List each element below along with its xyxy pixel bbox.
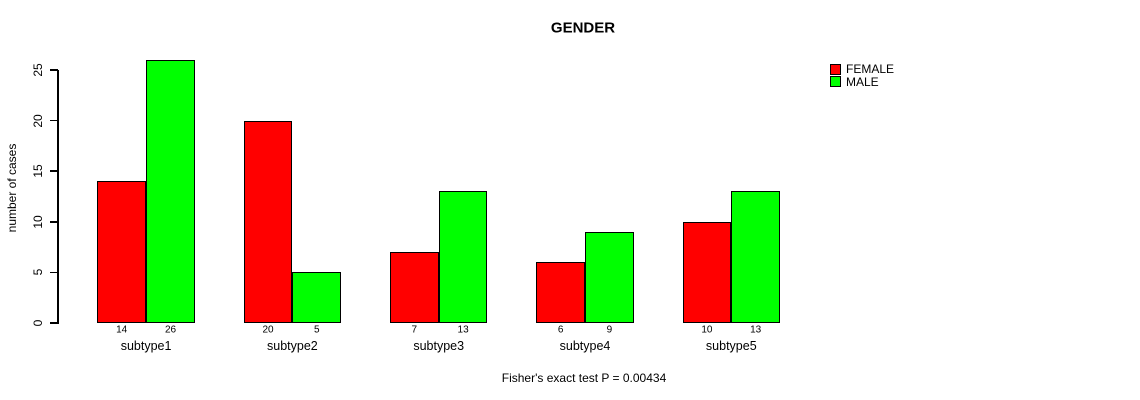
- y-tick-mark: [49, 119, 58, 122]
- y-tick-label: 15: [31, 164, 45, 178]
- y-tick-label: 20: [31, 113, 45, 128]
- legend-item-female: FEMALE: [830, 62, 895, 76]
- category-label-subtype1: subtype1: [120, 339, 172, 353]
- bar-male-subtype2: [292, 272, 342, 323]
- bar-count-female-subtype1: 14: [116, 324, 128, 335]
- y-tick-mark: [49, 221, 58, 223]
- bar-count-male-subtype4: 9: [606, 324, 613, 335]
- y-tick-mark: [49, 322, 58, 324]
- legend-swatch-female: [830, 63, 841, 75]
- bar-male-subtype1: [146, 59, 195, 323]
- bar-male-subtype3: [438, 191, 488, 323]
- y-axis-line: [57, 70, 59, 324]
- bar-count-male-subtype1: 26: [164, 324, 177, 335]
- y-tick-label: 10: [31, 215, 45, 229]
- category-label-subtype3: subtype3: [413, 339, 465, 353]
- bar-count-female-subtype3: 7: [411, 324, 418, 335]
- legend-label-male: MALE: [846, 74, 879, 89]
- bar-female-subtype4: [536, 262, 585, 323]
- chart-title: GENDER: [550, 19, 616, 37]
- bar-female-subtype2: [243, 120, 293, 323]
- y-axis-title: number of cases: [5, 143, 19, 233]
- y-tick-label: 25: [31, 63, 45, 77]
- bar-count-female-subtype4: 6: [557, 324, 564, 335]
- bar-female-subtype1: [97, 181, 147, 323]
- category-label-subtype5: subtype5: [705, 339, 757, 353]
- bar-female-subtype3: [389, 252, 439, 323]
- bar-count-female-subtype5: 10: [701, 324, 713, 335]
- bar-count-male-subtype3: 13: [457, 324, 469, 335]
- bar-male-subtype5: [731, 191, 781, 323]
- bar-female-subtype5: [682, 221, 732, 323]
- y-tick-mark: [49, 271, 58, 274]
- category-label-subtype4: subtype4: [559, 339, 611, 353]
- y-tick-label: 0: [31, 319, 45, 327]
- legend-swatch-male: [830, 76, 841, 87]
- y-tick-mark: [49, 170, 58, 172]
- bar-count-male-subtype5: 13: [750, 324, 762, 335]
- y-tick-label: 5: [31, 269, 45, 276]
- y-tick-mark: [49, 69, 58, 71]
- category-label-subtype2: subtype2: [267, 339, 318, 353]
- bar-male-subtype4: [585, 231, 634, 323]
- footnote-text: Fisher's exact test P = 0.00434: [501, 371, 667, 385]
- legend-item-male: MALE: [830, 74, 879, 89]
- legend-label-female: FEMALE: [846, 62, 895, 76]
- bar-count-male-subtype2: 5: [314, 324, 320, 335]
- bar-count-female-subtype2: 20: [262, 324, 274, 335]
